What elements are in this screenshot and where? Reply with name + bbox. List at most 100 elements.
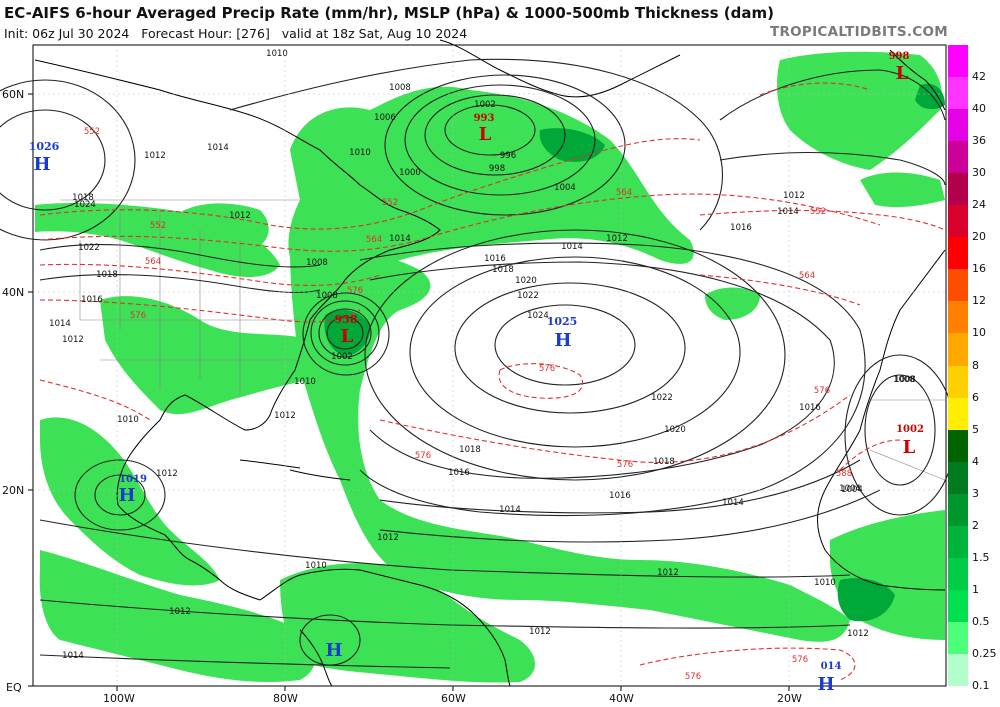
isobar-label: 1014 [561,242,583,252]
isobar-label: 1014 [207,143,229,153]
colorbar-segment [948,109,968,142]
thickness-label: 576 [539,364,555,374]
isobar-label: 1020 [515,276,537,286]
isobar-label: 1016 [609,491,631,501]
high-center-letter: H [817,674,834,695]
thickness-label: 552 [84,127,100,137]
isobar-label: 1014 [389,234,411,244]
isobar-label: 1018 [653,457,675,467]
colorbar-segment [948,77,968,110]
thickness-label: 576 [814,386,830,396]
isobar-label: 1016 [730,223,752,233]
forecast-info: Init: 06z Jul 30 2024 Forecast Hour: [27… [4,26,467,41]
high-center-letter: H [554,330,571,351]
colorbar-label: 30 [972,166,986,180]
isobar-label: 1014 [62,651,84,661]
colorbar-segment [948,173,968,206]
colorbar-segment [948,269,968,302]
colorbar-label: 0.25 [972,646,997,660]
isobar-label: 1022 [517,291,539,301]
thickness-label: 576 [415,451,431,461]
axis-ticks [28,93,790,691]
isobar-label: 1012 [62,335,84,345]
thickness-label: 576 [792,655,808,665]
high-center-value: 014 [821,661,842,672]
isobar-label: 1022 [651,393,673,403]
colorbar-segment [948,525,968,559]
high-center-letter: H [325,640,342,661]
isobar-label: 1008 [894,375,916,385]
thickness-label: 564 [366,235,382,245]
low-center-value: 958 [335,313,358,326]
low-center-letter: L [341,326,354,347]
isobar-label: 1020 [664,425,686,435]
isobar-label: 1016 [81,295,103,305]
colorbar-segment [948,301,968,334]
isobar-label: 1018 [72,193,94,203]
init-time: Init: 06z Jul 30 2024 [4,26,130,41]
isobar-label: 1012 [847,629,869,639]
precip-colorbar [948,45,968,687]
isobar-label: 1004 [554,183,576,193]
graticule [33,45,946,686]
isobar-label: 1008 [306,258,328,268]
isobar-label: 998 [489,164,505,174]
valid-time: valid at 18z Sat, Aug 10 2024 [281,26,468,41]
isobar-label: 1014 [722,498,744,508]
pressure-centers: 993 L 958 L 998 L 1002 L 1025 H 1026 H 1… [29,51,924,695]
isobar-label: 1006 [374,113,396,123]
coastlines [34,39,946,687]
colorbar-label: 0.5 [972,614,990,628]
lon-label-40w: 40W [609,692,634,705]
isobar-label: 1012 [606,234,628,244]
lat-label-20n: 20N [2,484,25,497]
colorbar-segment [948,493,968,527]
isobar-label: 996 [500,151,516,161]
colorbar-segment [948,333,968,366]
thickness-label: 552 [382,198,398,208]
isobar-label: 1010 [266,49,288,59]
lat-label-40n: 40N [2,286,25,299]
high-center-value: 1025 [547,315,578,328]
isobar-label: 1010 [814,578,836,588]
isobar-label: 1012 [169,607,191,617]
low-center-value: 993 [474,113,495,124]
isobar-label: 1012 [144,151,166,161]
low-center-letter: L [903,437,916,458]
colorbar-label: 1.5 [972,550,990,564]
thickness-lines [39,82,946,681]
isobar-label: 1012 [783,191,805,201]
colorbar-segment [948,461,968,495]
chart-title: EC-AIFS 6-hour Averaged Precip Rate (mm/… [4,4,774,22]
colorbar-label: 40 [972,102,986,116]
low-center-letter: L [896,63,909,84]
precip-heavy [324,83,945,622]
isobar-label: 1012 [229,211,251,221]
lon-label-100w: 100W [103,692,135,705]
colorbar-label: 1 [972,582,979,596]
thickness-label: 588 [836,469,852,479]
colorbar-label: 36 [972,134,986,148]
colorbar-segment [948,653,968,687]
isobar-label: 1018 [459,445,481,455]
isobar-label: 1016 [799,403,821,413]
thickness-labels: 552 552 552 564 564 576 576 564 576 576 … [84,127,852,682]
isobar-label: 1002 [474,100,496,110]
isobar-label: 1010 [294,377,316,387]
colorbar-label: 2 [972,518,979,532]
isobar-label: 1018 [492,265,514,275]
low-center-value: 998 [889,51,910,62]
isobar-label: 1004 [839,484,861,494]
thickness-label: 576 [617,460,633,470]
colorbar-label: 6 [972,390,979,404]
isobar-label: 1014 [49,319,71,329]
isobar-label: 1016 [484,254,506,264]
lon-label-80w: 80W [273,692,298,705]
colorbar-segment [948,45,968,78]
isobar-label: 1008 [893,375,915,385]
isobar-labels: 1010 1008 1006 1014 1012 1010 1004 1002 … [49,49,916,661]
isobar-label: 1024 [527,311,549,321]
isobar-label: 1012 [377,533,399,543]
thickness-label: 564 [616,188,632,198]
colorbar-segment [948,589,968,623]
